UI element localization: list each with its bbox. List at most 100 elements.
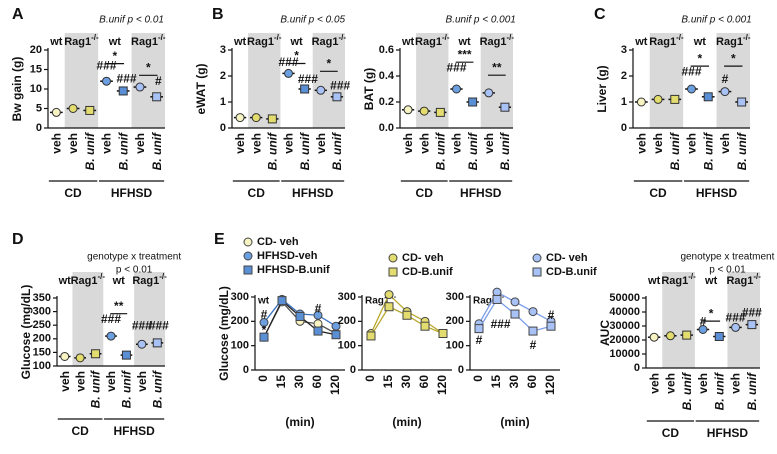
genotype-shade	[649, 33, 684, 128]
y-tick-label: 15	[30, 63, 42, 75]
group-marker	[649, 332, 659, 342]
x-tick-label: 30	[292, 375, 306, 389]
significance-label: ***	[458, 47, 472, 61]
genotype-superscript: -/-	[389, 294, 396, 301]
significance-label: ###	[330, 79, 350, 93]
series-marker	[438, 329, 448, 338]
y-tick-label: 300	[33, 306, 51, 318]
genotype-label: wt	[289, 36, 303, 48]
group-marker	[91, 349, 101, 359]
y-tick-label: 350	[33, 292, 51, 304]
genotype-shade	[662, 272, 695, 368]
series-marker	[546, 321, 556, 331]
group-marker	[636, 97, 646, 107]
genotype-shade	[131, 33, 165, 128]
genotype-label: wt	[233, 36, 247, 48]
genotype-shade	[716, 33, 750, 128]
x-tick-label: veh	[133, 133, 147, 154]
genotype-label: Rag1	[64, 36, 91, 48]
x-tick-label: veh	[729, 373, 743, 394]
y-tick-label: 0	[350, 364, 356, 376]
series-marker	[528, 307, 538, 317]
genotype-superscript: -/-	[274, 33, 282, 42]
group-marker	[85, 105, 95, 115]
group-marker	[435, 107, 445, 117]
significance-label: ###	[117, 71, 137, 85]
x-tick-label: veh	[58, 371, 72, 392]
group-marker	[670, 94, 680, 104]
legend-label: HFHSD-veh	[257, 250, 318, 262]
diet-label: CD	[64, 186, 82, 200]
group-marker	[665, 331, 675, 341]
diet-label: HFHSD	[111, 186, 153, 200]
y-tick-label: 1	[621, 96, 627, 108]
y-tick-label: 0	[621, 122, 627, 134]
legend-label: HFHSD-B.unif	[257, 264, 330, 276]
y-tick-label: 40000	[609, 306, 640, 318]
group-marker	[300, 84, 310, 94]
x-tick-label: veh	[647, 373, 661, 394]
x-tick-label: B. unif	[466, 132, 480, 170]
panel-letter: C	[594, 6, 606, 23]
genotype-label: Rag1	[716, 36, 743, 48]
x-tick-label: veh	[685, 133, 699, 154]
chart-title: B.unif p < 0.01	[99, 15, 164, 26]
x-tick-label: B. unif	[89, 370, 103, 408]
x-axis-label: (min)	[500, 415, 529, 429]
group-marker	[284, 68, 293, 78]
y-tick-label: 3	[621, 44, 627, 56]
x-tick-label: veh	[249, 133, 263, 154]
series-marker	[510, 297, 520, 307]
group-marker	[316, 85, 326, 95]
y-tick-label: 0	[220, 122, 226, 134]
y-tick-label: 200	[33, 333, 51, 345]
chart-subtitle: p < 0.01	[116, 265, 153, 276]
group-marker	[484, 88, 494, 98]
y-tick-label: 20	[30, 44, 42, 56]
x-tick-label: veh	[482, 133, 496, 154]
series-marker	[259, 318, 269, 328]
y-tick-label: 200	[231, 315, 249, 327]
y-tick-label: 10	[30, 83, 42, 95]
y-tick-label: 100	[338, 340, 356, 352]
series-marker	[528, 326, 538, 336]
y-tick-label: 0	[36, 122, 42, 134]
panel-letter: B	[212, 6, 224, 23]
x-tick-label: B. unif	[266, 132, 280, 170]
x-tick-label: B. unif	[745, 372, 759, 410]
genotype-shade	[312, 33, 345, 128]
genotype-shade	[727, 272, 760, 368]
genotype-label: wt	[401, 36, 415, 48]
x-tick-label: B. unif	[712, 372, 726, 410]
x-tick-label: veh	[635, 133, 649, 154]
genotype-label: wt	[58, 275, 72, 287]
x-tick-label: 60	[310, 375, 324, 389]
significance-label: #	[261, 307, 268, 321]
x-tick-label: 15	[381, 375, 395, 389]
genotype-superscript: -/-	[743, 33, 751, 42]
significance-label: *	[327, 56, 332, 70]
series-marker	[402, 310, 412, 320]
x-tick-label: 120	[543, 375, 557, 395]
series-marker	[313, 319, 323, 329]
genotype-superscript: -/-	[159, 272, 167, 281]
y-axis-label: Glucose (mg/dL)	[217, 286, 231, 381]
panel-letter: E	[214, 231, 225, 248]
chart-title: B.unif p < 0.001	[446, 15, 516, 26]
x-tick-label: B. unif	[701, 132, 715, 170]
x-axis-label: (min)	[392, 415, 421, 429]
group-marker	[500, 102, 510, 112]
group-marker	[403, 105, 413, 115]
diet-label: CD	[662, 426, 680, 440]
group-marker	[135, 82, 145, 92]
x-tick-label: veh	[104, 371, 118, 392]
significance-label: ###	[726, 310, 746, 324]
significance-label: #	[700, 315, 707, 329]
genotype-superscript: -/-	[98, 272, 106, 281]
genotype-label: Rag1	[726, 275, 753, 287]
x-tick-label: 30	[399, 375, 413, 389]
group-marker	[714, 332, 724, 341]
significance-label: #	[476, 333, 483, 347]
